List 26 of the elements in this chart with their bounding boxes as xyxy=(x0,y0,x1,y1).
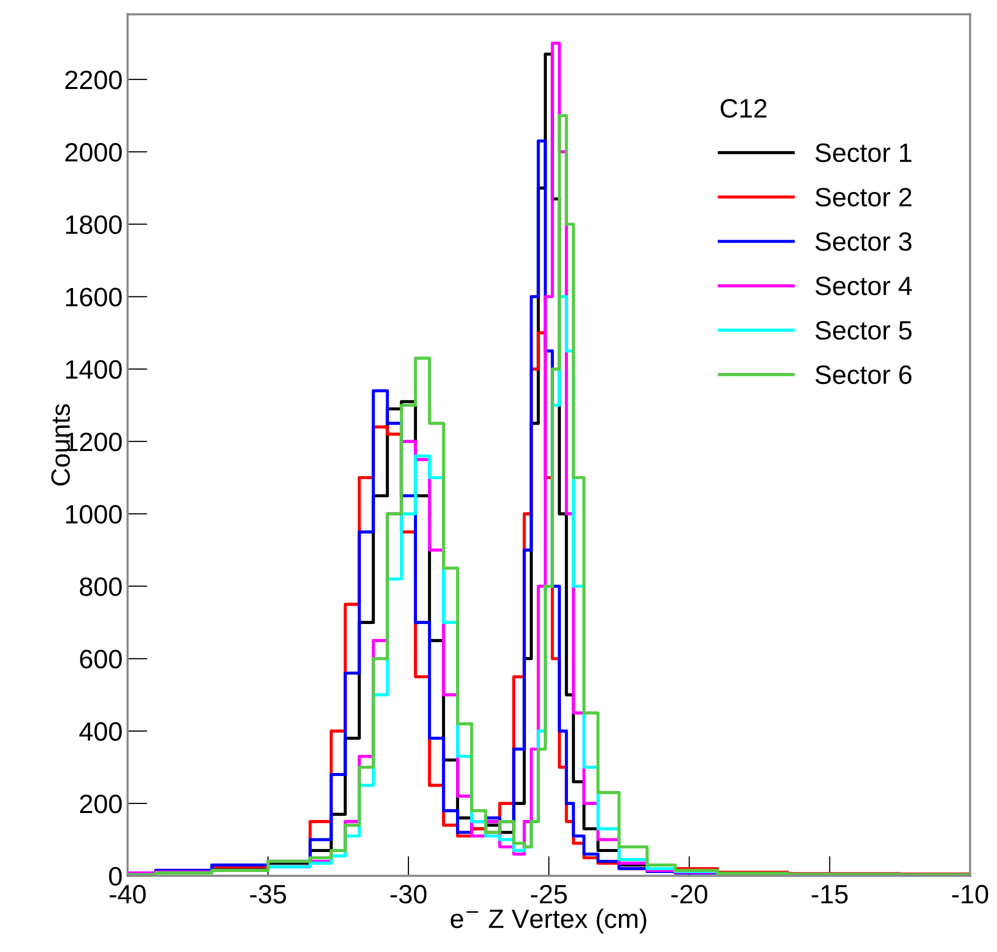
legend-title: C12 xyxy=(720,99,766,118)
y-tick-label: 600 xyxy=(80,650,122,668)
x-tick-label: -35 xyxy=(250,884,286,904)
y-tick-label: 1800 xyxy=(66,215,122,234)
x-tick-label: -20 xyxy=(671,884,708,904)
x-tick-label: -40 xyxy=(110,884,146,904)
y-tick-label: 2000 xyxy=(65,142,122,162)
x-tick-label: -10 xyxy=(952,884,988,904)
y-tick-label: 1600 xyxy=(66,288,122,306)
legend-label: Sector 1 xyxy=(816,143,912,162)
x-tick-label: -15 xyxy=(812,885,848,904)
y-tick-label: 200 xyxy=(80,794,122,814)
legend-label: Sector 5 xyxy=(816,320,912,340)
legend-label: Sector 4 xyxy=(816,276,912,296)
legend-label: Sector 6 xyxy=(816,365,912,384)
y-tick-label: 1000 xyxy=(66,504,122,524)
y-tick-label: 0 xyxy=(109,866,122,886)
legend-label: Sector 3 xyxy=(816,232,912,251)
x-axis-title: e$^{−}$ Z Vertex (cm) xyxy=(450,908,646,934)
y-tick-label: 800 xyxy=(80,577,122,596)
y-tick-label: 1400 xyxy=(66,360,122,379)
y-tick-label: 400 xyxy=(79,722,122,741)
legend-label: Sector 2 xyxy=(816,188,912,207)
y-tick-label: 2200 xyxy=(65,70,122,90)
x-tick-label: -25 xyxy=(530,884,567,904)
x-tick-label: -30 xyxy=(390,884,426,904)
